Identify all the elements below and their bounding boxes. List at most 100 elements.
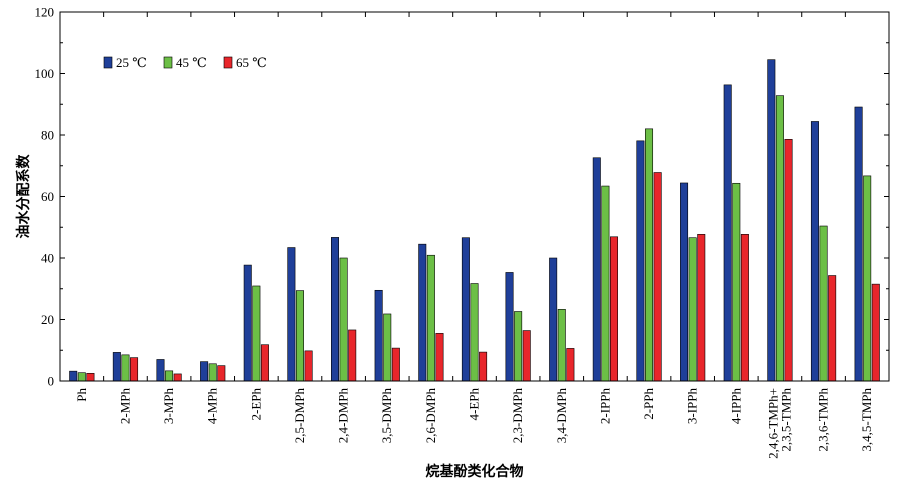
x-tick-label-group: 2-PPh xyxy=(641,388,656,420)
bar xyxy=(383,313,392,382)
bar xyxy=(86,373,95,382)
x-tick-label: 2,3,5-TMPh xyxy=(778,388,793,452)
x-tick-label-group: 2,3-DMPh xyxy=(510,388,525,444)
bar xyxy=(688,237,697,382)
x-tick-label-group: 3-MPh xyxy=(161,388,176,425)
y-axis: 0 20 40 60 80 100 120 xyxy=(35,5,889,389)
x-tick-label-group: 4-EPh xyxy=(467,388,482,421)
legend-item: 45 ℃ xyxy=(163,55,207,70)
x-tick-label-group: 4-IPPh xyxy=(728,388,743,425)
bar xyxy=(549,257,558,382)
bar xyxy=(697,234,706,382)
bar xyxy=(295,290,304,382)
x-tick-label: 2,3-DMPh xyxy=(510,388,525,444)
x-tick-label: 3,4,5-TMPh xyxy=(859,388,874,452)
bar xyxy=(645,128,654,382)
bar xyxy=(557,309,566,382)
x-axis-label: 烷基酚类化合物 xyxy=(426,463,524,480)
bar xyxy=(810,121,819,382)
bar xyxy=(418,243,427,382)
x-tick-label-group: Ph xyxy=(74,388,89,402)
y-tick-label: 60 xyxy=(41,189,54,204)
bar xyxy=(461,237,470,382)
bar xyxy=(863,175,872,382)
bar xyxy=(566,348,575,382)
bar xyxy=(522,330,531,382)
legend-item: 65 ℃ xyxy=(223,55,267,70)
x-tick-label: 2,3,6-TMPh xyxy=(816,388,831,452)
x-tick-label: 2-IPPh xyxy=(597,388,612,425)
bar xyxy=(767,59,776,382)
bar xyxy=(854,106,863,382)
x-tick-label: 2-PPh xyxy=(641,388,656,420)
x-tick-label: 2,4-DMPh xyxy=(336,388,351,444)
bar xyxy=(505,272,514,382)
bar xyxy=(470,283,479,382)
legend-label: 45 ℃ xyxy=(176,55,207,70)
bar xyxy=(740,234,749,382)
x-tick-label-group: 3,4,5-TMPh xyxy=(859,388,874,452)
bar xyxy=(287,247,296,382)
legend-label: 25 ℃ xyxy=(116,55,147,70)
series-2 xyxy=(86,139,880,382)
x-tick-label-group: 2-MPh xyxy=(117,388,132,425)
y-tick-label: 100 xyxy=(35,66,55,81)
x-tick-label-group: 2,4,6-TMPh+2,3,5-TMPh xyxy=(765,388,793,459)
bar xyxy=(609,236,618,382)
bar xyxy=(165,370,174,382)
bar xyxy=(828,275,837,382)
legend-swatch xyxy=(103,56,113,69)
bar xyxy=(130,357,139,382)
bar xyxy=(331,237,340,382)
bar xyxy=(112,352,121,382)
x-tick-label: 3,5-DMPh xyxy=(379,388,394,444)
x-tick-label: 2-MPh xyxy=(117,388,132,425)
y-tick-label: 20 xyxy=(41,312,54,327)
bar xyxy=(173,373,182,382)
bar xyxy=(208,363,217,382)
x-tick-label: 4-IPPh xyxy=(728,388,743,425)
bar xyxy=(601,185,610,382)
bar xyxy=(680,182,689,382)
x-tick-label: 2,4,6-TMPh+ xyxy=(765,388,780,459)
x-tick-label-group: 3,4-DMPh xyxy=(554,388,569,444)
legend-item: 25 ℃ xyxy=(103,55,147,70)
bar xyxy=(435,333,444,382)
x-tick-label: 4-EPh xyxy=(467,388,482,421)
bar xyxy=(871,283,880,382)
x-tick-label: 2,6-DMPh xyxy=(423,388,438,444)
y-tick-label: 80 xyxy=(41,128,54,143)
bar xyxy=(304,350,313,382)
bar xyxy=(200,361,209,382)
x-tick-label: 3-MPh xyxy=(161,388,176,425)
y-tick-label: 40 xyxy=(41,251,54,266)
series-0 xyxy=(69,59,863,382)
bar xyxy=(77,372,86,382)
x-tick-label: 3,4-DMPh xyxy=(554,388,569,444)
x-tick-label-group: 2-EPh xyxy=(248,388,263,421)
bar xyxy=(243,264,252,382)
legend: 25 ℃ 45 ℃ 65 ℃ xyxy=(103,55,267,70)
y-axis-label: 油水分配系数 xyxy=(15,154,32,239)
x-axis: Ph 2-MPh 3-MPh 4-MPh 2-EPh 2,5-DMPh 2,4-DMPh 3,… xyxy=(74,12,874,459)
bar xyxy=(260,344,269,382)
bar xyxy=(339,257,348,382)
x-tick-label: 2,5-DMPh xyxy=(292,388,307,444)
bar xyxy=(121,354,130,382)
x-tick-label-group: 2,3,6-TMPh xyxy=(816,388,831,452)
x-tick-label-group: 3-IPPh xyxy=(685,388,700,425)
bar xyxy=(775,95,784,382)
y-tick-label: 0 xyxy=(48,374,55,389)
bar xyxy=(732,182,741,382)
bar xyxy=(252,285,261,382)
bar xyxy=(69,370,78,382)
series-1 xyxy=(77,95,872,382)
bar xyxy=(819,225,828,382)
x-tick-label-group: 3,5-DMPh xyxy=(379,388,394,444)
bar xyxy=(391,347,400,382)
bar xyxy=(217,365,226,382)
legend-label: 65 ℃ xyxy=(236,55,267,70)
bar xyxy=(784,139,793,382)
x-tick-label: 3-IPPh xyxy=(685,388,700,425)
